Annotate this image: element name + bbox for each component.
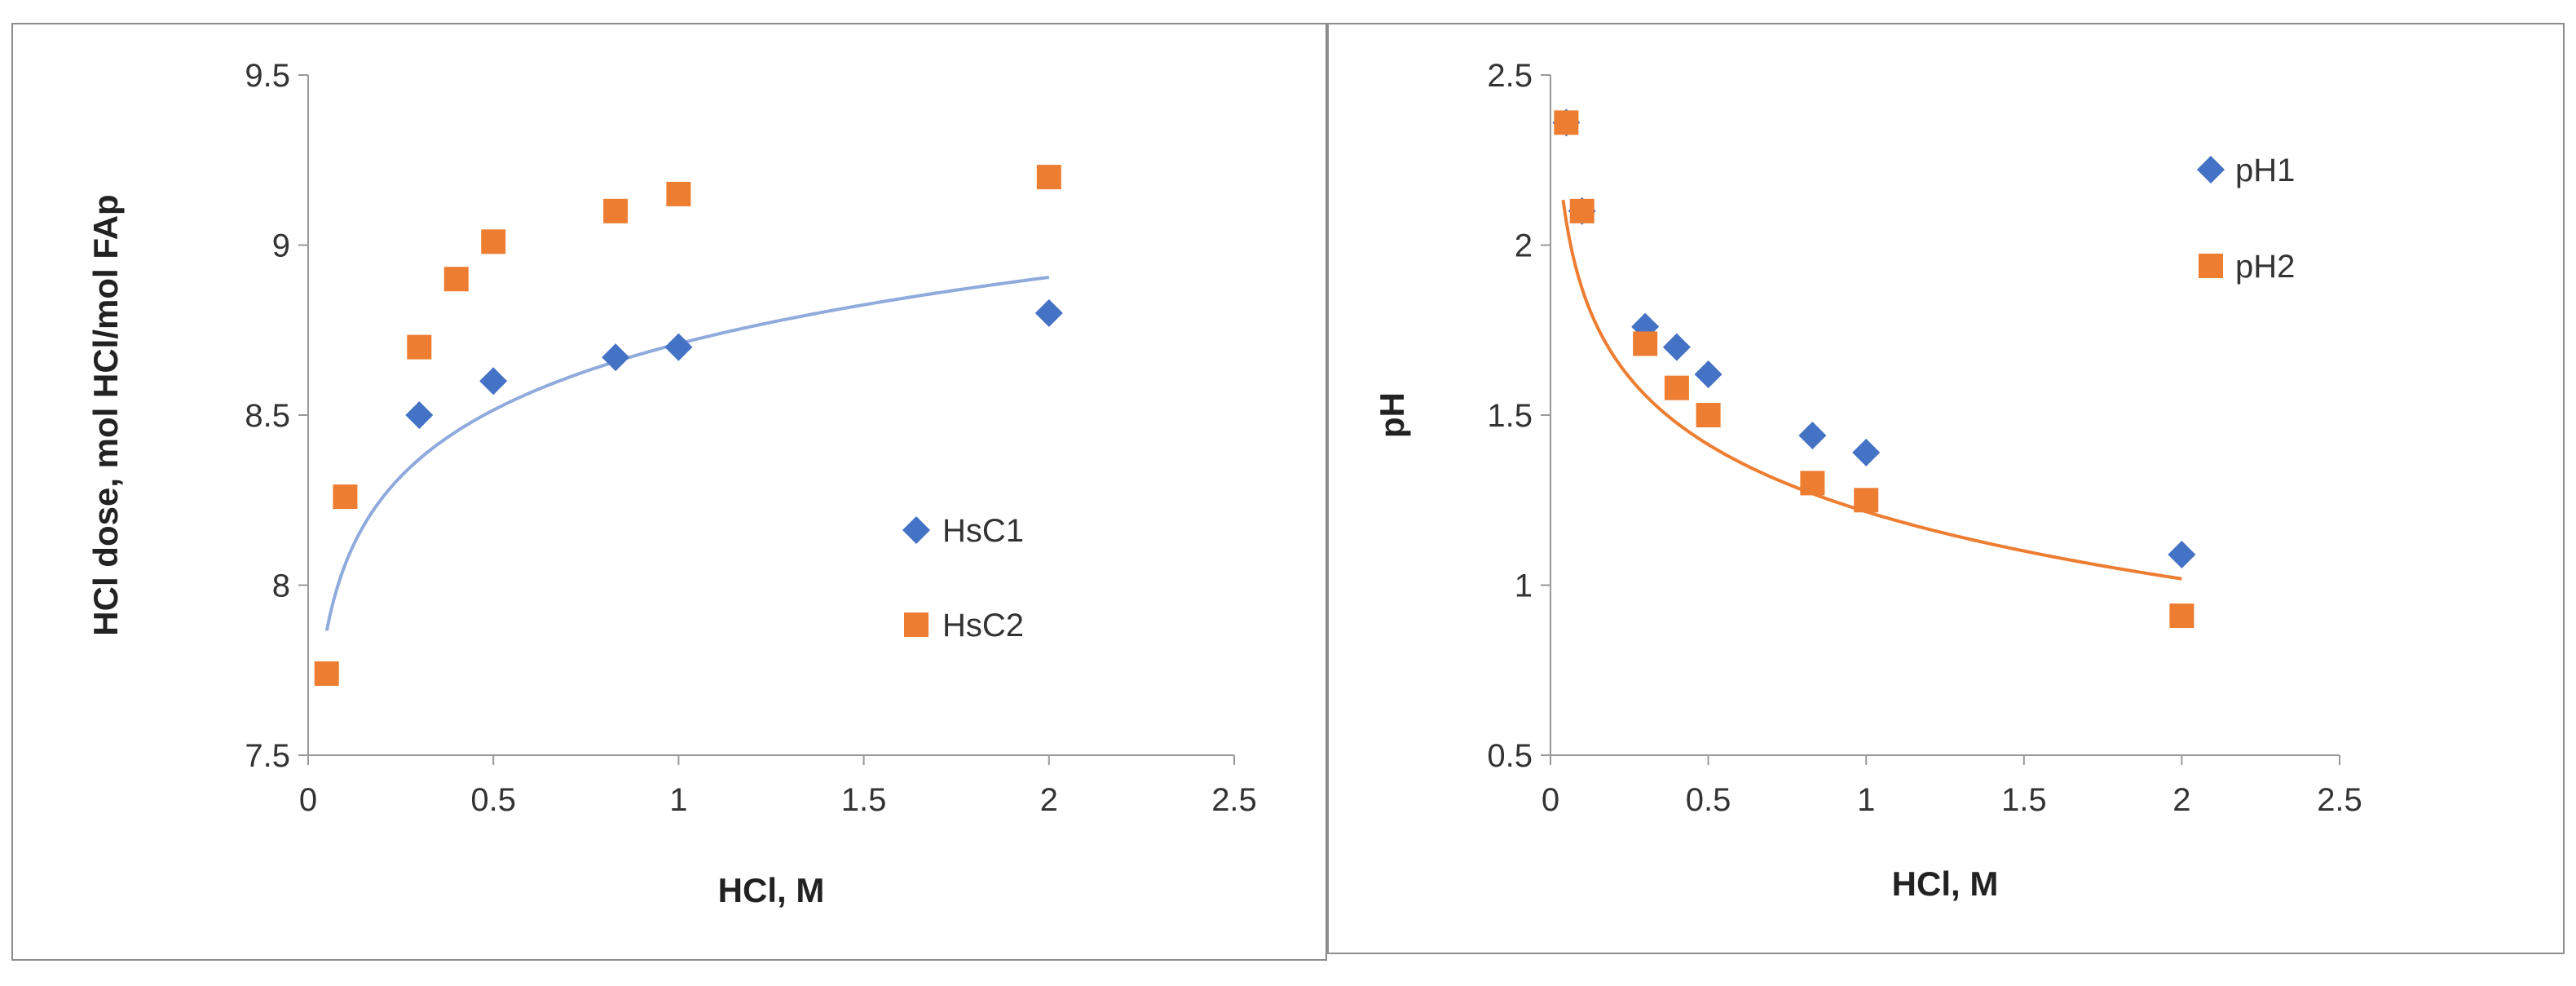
- y-tick-label: 2: [1515, 228, 1533, 264]
- y-tick-label: 8: [272, 568, 290, 604]
- y-tick-label: 1: [1515, 568, 1533, 604]
- x-tick-label: 1.5: [841, 782, 887, 818]
- y-tick-label: 2.5: [1487, 58, 1533, 94]
- data-point-hsc1: [602, 343, 630, 372]
- legend-label-hsc2: HsC2: [942, 608, 1024, 643]
- x-tick-label: 2.5: [2317, 782, 2362, 818]
- x-tick-label: 0: [1542, 782, 1559, 818]
- data-point-ph2: [2169, 604, 2194, 629]
- x-tick-label: 1.5: [2001, 782, 2047, 818]
- data-point-ph1: [1852, 438, 1881, 466]
- data-point-ph2: [1696, 403, 1721, 427]
- x-tick-label: 0.5: [1686, 782, 1731, 818]
- y-tick-label: 8.5: [245, 398, 290, 434]
- x-tick-label: 0: [299, 782, 317, 818]
- data-point-hsc2: [443, 267, 469, 292]
- y-axis-title: HCl dose, mol HCl/mol FAp: [86, 194, 125, 635]
- legend-label-ph1: pH1: [2235, 153, 2295, 188]
- data-point-hsc2: [481, 229, 506, 254]
- data-point-ph2: [1800, 471, 1825, 496]
- data-point-hsc2: [603, 198, 629, 223]
- data-point-ph1: [1798, 422, 1827, 450]
- data-point-ph2: [1554, 110, 1579, 135]
- data-point-hsc2: [666, 181, 691, 206]
- x-tick-label: 1: [669, 782, 687, 818]
- legend-marker-hsc2: [904, 612, 929, 637]
- x-tick-label: 2: [1040, 782, 1058, 818]
- data-point-hsc2: [314, 661, 339, 686]
- data-point-hsc1: [664, 333, 693, 361]
- legend-label-ph2: pH2: [2235, 249, 2295, 285]
- chart-panel-left: 0 0.5 1 1.5 2 2.5 7.5 8 8.5 9 9.5 HCl, M HCl dose, m…: [11, 23, 1327, 961]
- data-point-ph1: [2168, 540, 2196, 568]
- y-tick-label: 9: [272, 228, 290, 264]
- y-tick-label: 0.5: [1487, 738, 1533, 774]
- data-point-ph1: [1662, 333, 1691, 361]
- data-point-hsc1: [405, 401, 434, 429]
- y-tick-label: 1.5: [1487, 398, 1533, 434]
- legend-label-hsc1: HsC1: [942, 513, 1024, 549]
- data-point-hsc1: [1034, 298, 1063, 327]
- x-tick-label: 2.5: [1211, 782, 1257, 818]
- y-axis-title: pH: [1373, 392, 1411, 438]
- chart-left: 0 0.5 1 1.5 2 2.5 7.5 8 8.5 9 9.5 HCl, M HCl dose, m…: [86, 58, 1257, 909]
- data-point-hsc2: [407, 334, 432, 360]
- data-point-ph2: [1569, 198, 1595, 223]
- x-tick-label: 1: [1857, 782, 1875, 818]
- legend-marker-ph2: [2199, 254, 2223, 278]
- data-point-ph2: [1633, 331, 1658, 356]
- x-axis-title: HCl, M: [1892, 864, 1999, 903]
- data-point-hsc1: [479, 367, 508, 396]
- y-tick-label: 7.5: [245, 738, 290, 774]
- x-tick-label: 2: [2172, 782, 2190, 818]
- trendline: [324, 275, 1050, 631]
- data-point-ph1: [1694, 360, 1722, 388]
- data-point-ph2: [1664, 375, 1689, 400]
- data-point-ph2: [1854, 488, 1879, 513]
- y-tick-label: 9.5: [245, 58, 290, 94]
- data-point-hsc2: [1036, 165, 1061, 190]
- legend-marker-ph1: [2197, 156, 2225, 183]
- x-axis-title: HCl, M: [718, 871, 825, 909]
- legend-marker-hsc1: [902, 516, 930, 544]
- x-tick-label: 0.5: [470, 782, 516, 818]
- trendline: [1561, 199, 2182, 581]
- data-point-hsc2: [333, 484, 358, 510]
